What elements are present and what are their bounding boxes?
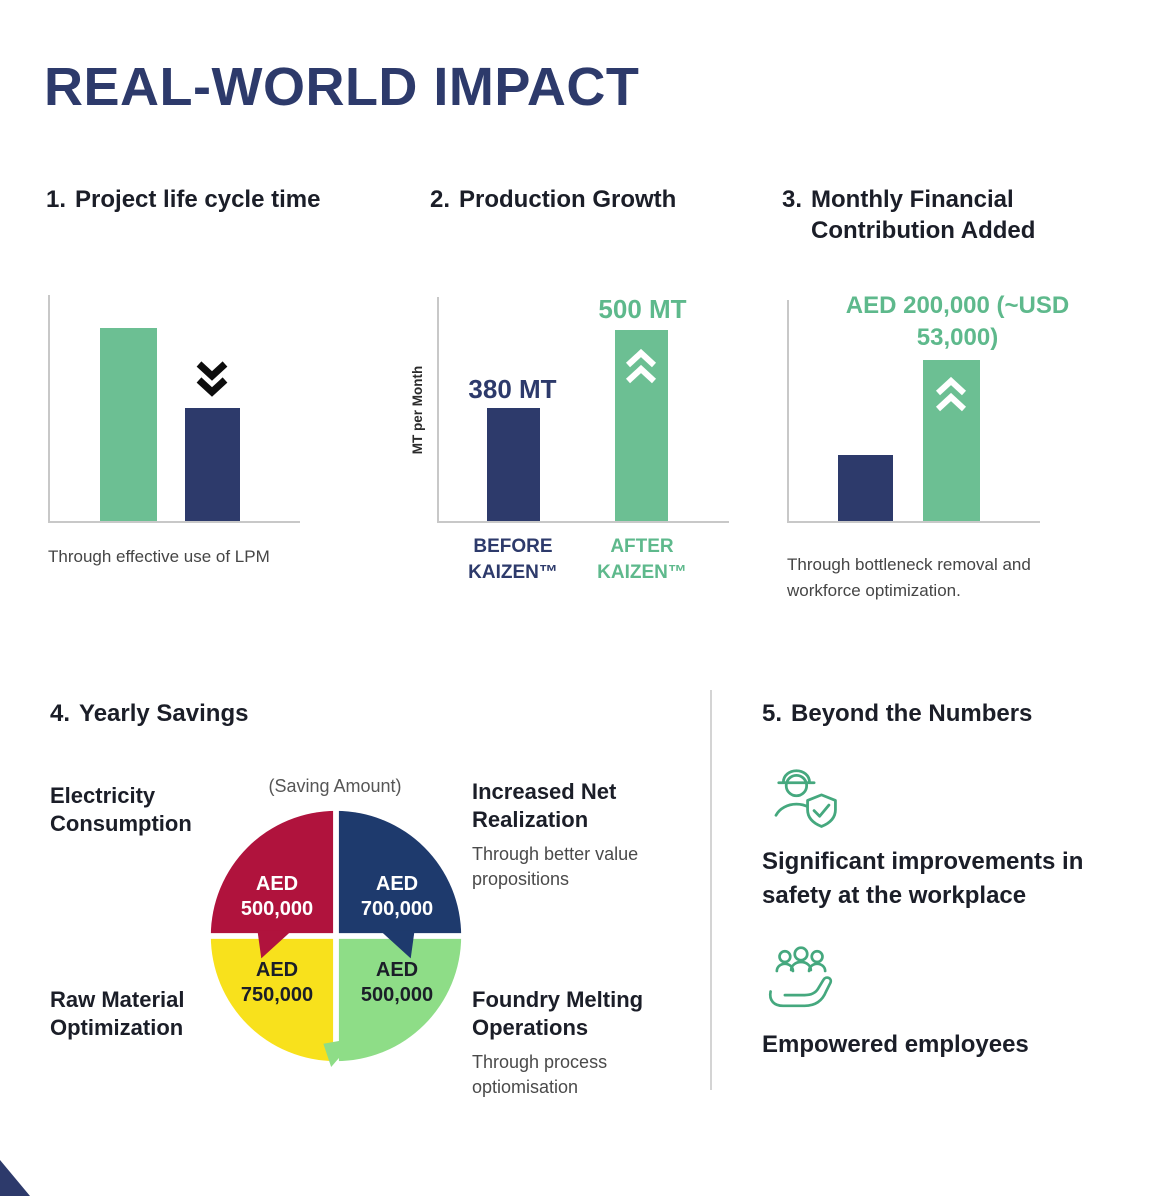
section4-heading: 4. Yearly Savings xyxy=(50,698,350,729)
section1-heading: 1. Project life cycle time xyxy=(46,184,396,215)
s3-annotation: AED 200,000 (~USD 53,000) xyxy=(845,292,1070,352)
vertical-divider xyxy=(710,690,712,1090)
s5-empowered-text: Empowered employees xyxy=(762,1031,1029,1058)
s2-y-axis xyxy=(437,297,439,523)
pie-tail-net-realization xyxy=(379,930,415,959)
empowered-employees-icon xyxy=(768,946,833,1008)
s1-caption: Through effective use of LPM xyxy=(48,547,270,566)
s2-y-axis-label: MT per Month xyxy=(410,365,425,455)
s1-bar-after xyxy=(185,408,240,521)
pie-amount-foundry: AED 500,000 xyxy=(360,959,434,1006)
section3-heading: 3. Monthly Financial Contribution Added xyxy=(782,184,1082,246)
s1-bar-before xyxy=(100,328,157,521)
double-up-chevron-icon xyxy=(625,348,657,384)
s2-after-category: AFTER KAIZEN™ xyxy=(597,536,687,583)
s1-x-axis xyxy=(48,521,300,523)
pie-label-raw: Raw Material Optimization xyxy=(50,987,185,1040)
pie-label-net: Increased Net Realization xyxy=(472,779,617,832)
s2-before-category: BEFORE KAIZEN™ xyxy=(468,536,558,583)
s2-bar-after xyxy=(615,330,668,521)
s3-bar-before xyxy=(838,455,893,521)
section5-number: 5. xyxy=(762,700,783,727)
pie-note-net: Through better value propositions xyxy=(472,844,639,890)
safety-worker-icon xyxy=(774,769,837,828)
pie-slice-foundry xyxy=(336,936,462,1062)
section5-heading: 5. Beyond the Numbers xyxy=(762,698,1122,729)
double-down-chevron-icon xyxy=(196,361,228,397)
s2-before-value-label: 380 MT xyxy=(468,374,557,404)
section4-number: 4. xyxy=(50,700,71,727)
pie-slice-raw-material xyxy=(210,936,336,1062)
s2-bar-before xyxy=(487,408,540,521)
section2-heading: 2. Production Growth xyxy=(430,184,740,215)
pie-slice-electricity xyxy=(210,810,336,936)
section4-title: Yearly Savings xyxy=(79,700,249,727)
pie-tail-electricity xyxy=(257,930,293,959)
corner-triangle-decoration xyxy=(0,1160,30,1196)
section3-number: 3. xyxy=(782,186,803,213)
section2-number: 2. xyxy=(430,186,451,213)
section1-number: 1. xyxy=(46,186,67,213)
s3-caption: Through bottleneck removal and workforce… xyxy=(787,555,1031,600)
s5-safety-text: Significant improvements in safety at th… xyxy=(762,848,1084,909)
pie-amount-net: AED 700,000 xyxy=(360,873,434,920)
section1-title: Project life cycle time xyxy=(75,186,321,213)
pie-amount-raw: AED 750,000 xyxy=(240,959,314,1006)
section3-title: Monthly Financial Contribution Added xyxy=(811,186,1036,245)
pie-tail-foundry xyxy=(323,1037,357,1067)
s3-y-axis xyxy=(787,300,789,523)
s2-x-axis xyxy=(437,521,729,523)
pie-note-foundry: Through process optiomisation xyxy=(472,1052,608,1098)
s3-bar-after xyxy=(923,360,980,521)
double-up-chevron-icon xyxy=(935,376,967,412)
pie-amount-electricity: AED 500,000 xyxy=(240,873,314,920)
pie-slice-net-realization xyxy=(336,810,462,936)
pie-label-foundry: Foundry Melting Operations xyxy=(472,987,644,1040)
s2-after-value-label: 500 MT xyxy=(598,294,687,324)
yearly-savings-pie xyxy=(205,805,467,1067)
section2-title: Production Growth xyxy=(459,186,677,213)
pie-tail-raw-material xyxy=(216,958,248,990)
s3-x-axis xyxy=(787,521,1040,523)
section5-title: Beyond the Numbers xyxy=(791,700,1033,727)
s1-y-axis xyxy=(48,295,50,523)
page-title: REAL-WORLD IMPACT xyxy=(44,57,640,117)
pie-label-electricity: Electricity Consumption xyxy=(50,783,192,836)
s4-subtitle: (Saving Amount) xyxy=(268,776,402,796)
